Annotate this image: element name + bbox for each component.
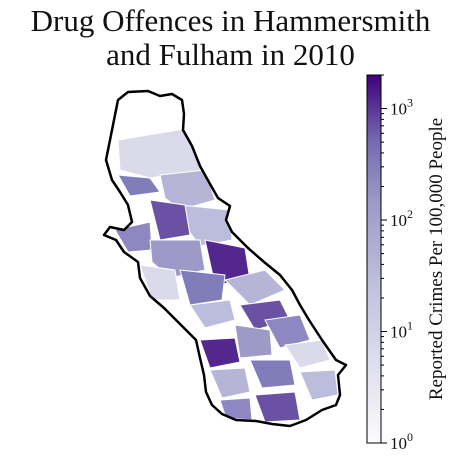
map-title: Drug Offences in Hammersmith and Fulham … [0, 4, 461, 72]
ward-polygon [219, 397, 253, 421]
ward-polygon [234, 324, 273, 359]
ward-polygon [179, 269, 226, 306]
colorbar-tick-label: 100 [390, 430, 413, 453]
colorbar-tick-label: 102 [390, 207, 413, 230]
map-title-line-2: and Fulham in 2010 [106, 37, 355, 72]
map-title-line-1: Drug Offences in Hammersmith [30, 3, 431, 38]
colorbar-tick-label: 103 [390, 96, 413, 119]
ward-polygon [299, 369, 339, 401]
colorbar: 100 101 102 103 Reported Crimes Per 100,000… [366, 74, 447, 453]
ward-polygon [139, 264, 181, 301]
colorbar-gradient [366, 74, 382, 444]
ward-polygon [117, 127, 206, 179]
ward-polygon [117, 174, 161, 197]
ward-polygon [249, 359, 296, 389]
ward-polygon [159, 169, 216, 211]
ward-polygons [114, 127, 339, 423]
ward-polygon [224, 269, 286, 306]
ward-polygon [264, 314, 311, 349]
ward-polygon [149, 199, 191, 241]
colorbar-label: Reported Crimes Per 100,000 People [426, 118, 447, 400]
ward-polygon [254, 391, 301, 423]
ward-polygon [284, 339, 331, 369]
ward-polygon [199, 337, 241, 369]
colorbar-tick-label: 101 [390, 319, 413, 342]
ward-polygon [209, 367, 251, 399]
colorbar-ticks: 100 101 102 103 [381, 74, 413, 453]
borough-boundary [102, 89, 348, 428]
ward-polygon [189, 299, 236, 329]
